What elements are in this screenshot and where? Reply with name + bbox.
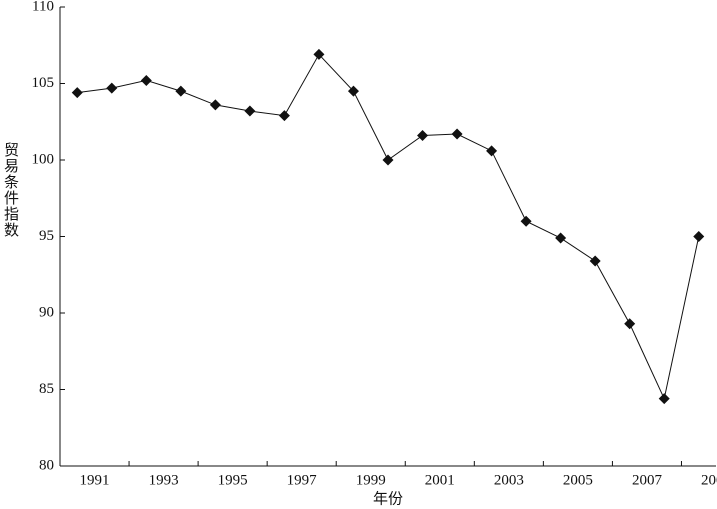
marker: [71, 87, 83, 99]
marker: [624, 318, 636, 330]
marker: [209, 99, 221, 111]
marker: [520, 215, 532, 227]
marker: [382, 154, 394, 166]
marker: [417, 130, 429, 142]
y-tick-label: 105: [32, 75, 55, 91]
marker: [278, 110, 290, 122]
marker: [486, 145, 498, 157]
marker: [140, 74, 152, 86]
marker: [693, 231, 705, 242]
x-tick-label: 2001: [425, 472, 455, 488]
x-tick-label: 1997: [287, 472, 318, 488]
line: [77, 53, 700, 401]
y-tick-label: 85: [39, 381, 54, 397]
y-axis-label: 贸易条件指数: [2, 142, 19, 238]
y-tick-label: 90: [39, 304, 54, 320]
marker: [451, 128, 463, 140]
y-tick-label: 80: [39, 457, 54, 473]
x-tick-label: 1999: [356, 472, 386, 488]
y-tick-label: 100: [32, 151, 55, 167]
x-tick-label: 1995: [218, 472, 248, 488]
marker: [347, 85, 359, 97]
y-tick-label: 95: [39, 228, 54, 244]
marker: [658, 393, 670, 405]
x-tick-label: 1993: [149, 472, 179, 488]
x-axis-label: 年份: [373, 490, 403, 507]
marker: [175, 85, 187, 97]
marker: [589, 255, 601, 267]
y-tick-label: 110: [32, 0, 54, 14]
marker: [555, 232, 567, 244]
x-tick-label: 1991: [80, 472, 110, 488]
marker: [244, 105, 256, 117]
x-tick-label: 2003: [494, 472, 524, 488]
x-tick-label: 2005: [563, 472, 593, 488]
x-tick-label: 2009: [701, 472, 717, 488]
marker: [313, 48, 325, 60]
marker: [106, 82, 118, 94]
x-tick-label: 2007: [632, 472, 663, 488]
